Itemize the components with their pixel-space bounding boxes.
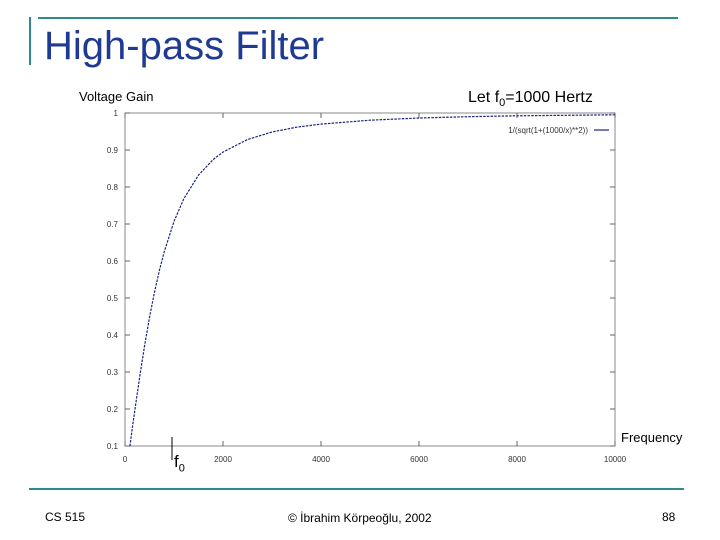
cutoff-note-suffix: =1000 Hertz [505, 89, 593, 106]
cutoff-note: Let f0=1000 Hertz [468, 89, 593, 109]
x-tick-label: 2000 [214, 455, 232, 464]
y-tick-label: 0.6 [107, 257, 119, 266]
x-axis-label: Frequency [621, 430, 683, 445]
cutoff-marker-subscript: 0 [178, 462, 185, 475]
cutoff-marker-main: f [174, 452, 179, 471]
y-tick-label: 0.3 [107, 368, 119, 377]
y-tick-label: 0.8 [107, 183, 119, 192]
series-line [129, 114, 616, 447]
y-tick-label: 1 [114, 109, 119, 118]
y-tick-label: 0.7 [107, 220, 119, 229]
y-axis-label: Voltage Gain [79, 89, 154, 104]
y-tick-label: 0.2 [107, 405, 119, 414]
copyright-notice: © İbrahim Körpeoğlu, 2002 [288, 511, 432, 525]
x-tick-label: 10000 [604, 455, 627, 464]
slide-title: High-pass Filter [44, 24, 325, 68]
y-tick-label: 0.1 [107, 442, 119, 451]
x-tick-label: 0 [123, 455, 128, 464]
x-tick-label: 8000 [508, 455, 526, 464]
cutoff-note-prefix: Let f [468, 89, 500, 106]
x-tick-label: 6000 [410, 455, 428, 464]
page-number: 88 [662, 510, 676, 524]
y-tick-label: 0.5 [107, 294, 119, 303]
cutoff-marker-label: f0 [174, 452, 185, 474]
cutoff-note-subscript: 0 [499, 97, 506, 110]
x-tick-label: 4000 [312, 455, 330, 464]
title-frame-top-rule [38, 17, 678, 19]
footer-rule [29, 488, 684, 490]
y-tick-label: 0.4 [107, 331, 119, 340]
title-frame-left-rule [29, 17, 31, 65]
plot-frame [124, 112, 616, 447]
course-code: CS 515 [45, 510, 86, 524]
y-tick-label: 0.9 [107, 146, 119, 155]
legend-label: 1/(sqrt(1+(1000/x)**2)) [508, 126, 588, 135]
